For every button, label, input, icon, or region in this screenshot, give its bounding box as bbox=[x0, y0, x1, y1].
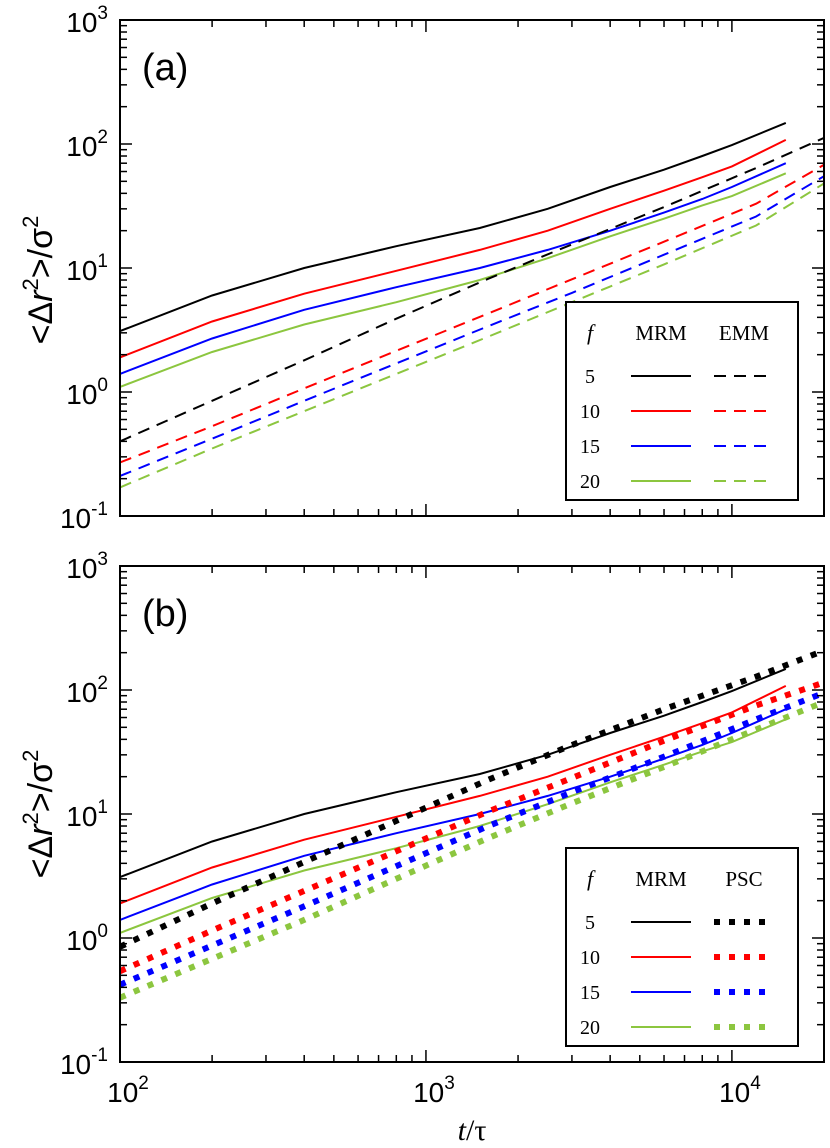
legend-header-f: f bbox=[587, 320, 596, 345]
series-line-mrm-f20 bbox=[120, 172, 787, 388]
y-tick-label: 103 bbox=[66, 549, 108, 584]
series-group bbox=[120, 121, 824, 489]
legend: f MRM EMM 5 10 15 20 bbox=[565, 301, 799, 501]
svg-text:<Δr2>/σ2: <Δr2>/σ2 bbox=[18, 216, 60, 345]
panel-a: 10-1 100 101 102 103 (a) f MRM EMM 5 10 15 20 bbox=[60, 3, 825, 534]
legend-row-label: 20 bbox=[580, 471, 600, 493]
legend-header-model-a: MRM bbox=[635, 867, 687, 891]
legend-row-label: 10 bbox=[580, 401, 600, 423]
legend-row-label: 15 bbox=[580, 436, 600, 458]
legend: f MRM PSC 5 10 15 20 bbox=[565, 847, 799, 1047]
panel-label: (a) bbox=[142, 47, 188, 89]
svg-text:<Δr2>/σ2: <Δr2>/σ2 bbox=[18, 750, 60, 879]
y-axis-label-a: <Δr2>/σ2 bbox=[18, 216, 60, 345]
y-tick-label: 103 bbox=[66, 3, 108, 38]
y-tick-label: 10-1 bbox=[60, 499, 108, 534]
series-line-mrm-f15 bbox=[120, 162, 787, 375]
x-axis-label: t/τ bbox=[458, 1114, 487, 1143]
legend-row-label: 20 bbox=[580, 1017, 600, 1039]
legend-row-label: 15 bbox=[580, 982, 600, 1004]
series-line-mrm-f10 bbox=[120, 685, 787, 905]
legend-box bbox=[565, 301, 799, 501]
series-line-mrm-f10 bbox=[120, 139, 787, 359]
series-line-mrm-f20 bbox=[120, 718, 787, 934]
y-tick-label: 10-1 bbox=[60, 1045, 108, 1080]
y-tick-label: 102 bbox=[66, 673, 108, 708]
legend-row-label: 5 bbox=[585, 366, 595, 388]
legend-row-label: 10 bbox=[580, 947, 600, 969]
legend-row-label: 5 bbox=[585, 912, 595, 934]
legend-header-f: f bbox=[587, 866, 596, 891]
legend-header-model-b: PSC bbox=[725, 867, 762, 891]
y-axis-label-b: <Δr2>/σ2 bbox=[18, 750, 60, 879]
series-line-mrm-f5 bbox=[120, 121, 787, 333]
tick-group bbox=[119, 565, 825, 1063]
y-tick-label: 100 bbox=[66, 375, 108, 410]
x-tick-label: 103 bbox=[413, 1073, 455, 1108]
series-line-mrm-f15 bbox=[120, 708, 787, 921]
y-tick-label: 101 bbox=[66, 251, 108, 286]
tick-group bbox=[119, 19, 825, 517]
series-line-emm-f5 bbox=[120, 136, 824, 443]
y-tick-label: 101 bbox=[66, 797, 108, 832]
y-tick-label: 100 bbox=[66, 921, 108, 956]
legend-header-model-a: MRM bbox=[635, 321, 687, 345]
legend-box bbox=[565, 847, 799, 1047]
x-tick-label: 102 bbox=[107, 1073, 149, 1108]
x-tick-label: 104 bbox=[719, 1073, 761, 1108]
panel-label: (b) bbox=[142, 593, 188, 635]
series-line-psc-f5 bbox=[120, 647, 824, 950]
panel-b: 10-1 100 101 102 103 102 103 104 (b) f MRM PSC 5 10 15… bbox=[60, 549, 825, 1108]
y-tick-label: 102 bbox=[66, 127, 108, 162]
series-group bbox=[120, 647, 824, 1001]
legend-header-model-b: EMM bbox=[719, 321, 770, 345]
